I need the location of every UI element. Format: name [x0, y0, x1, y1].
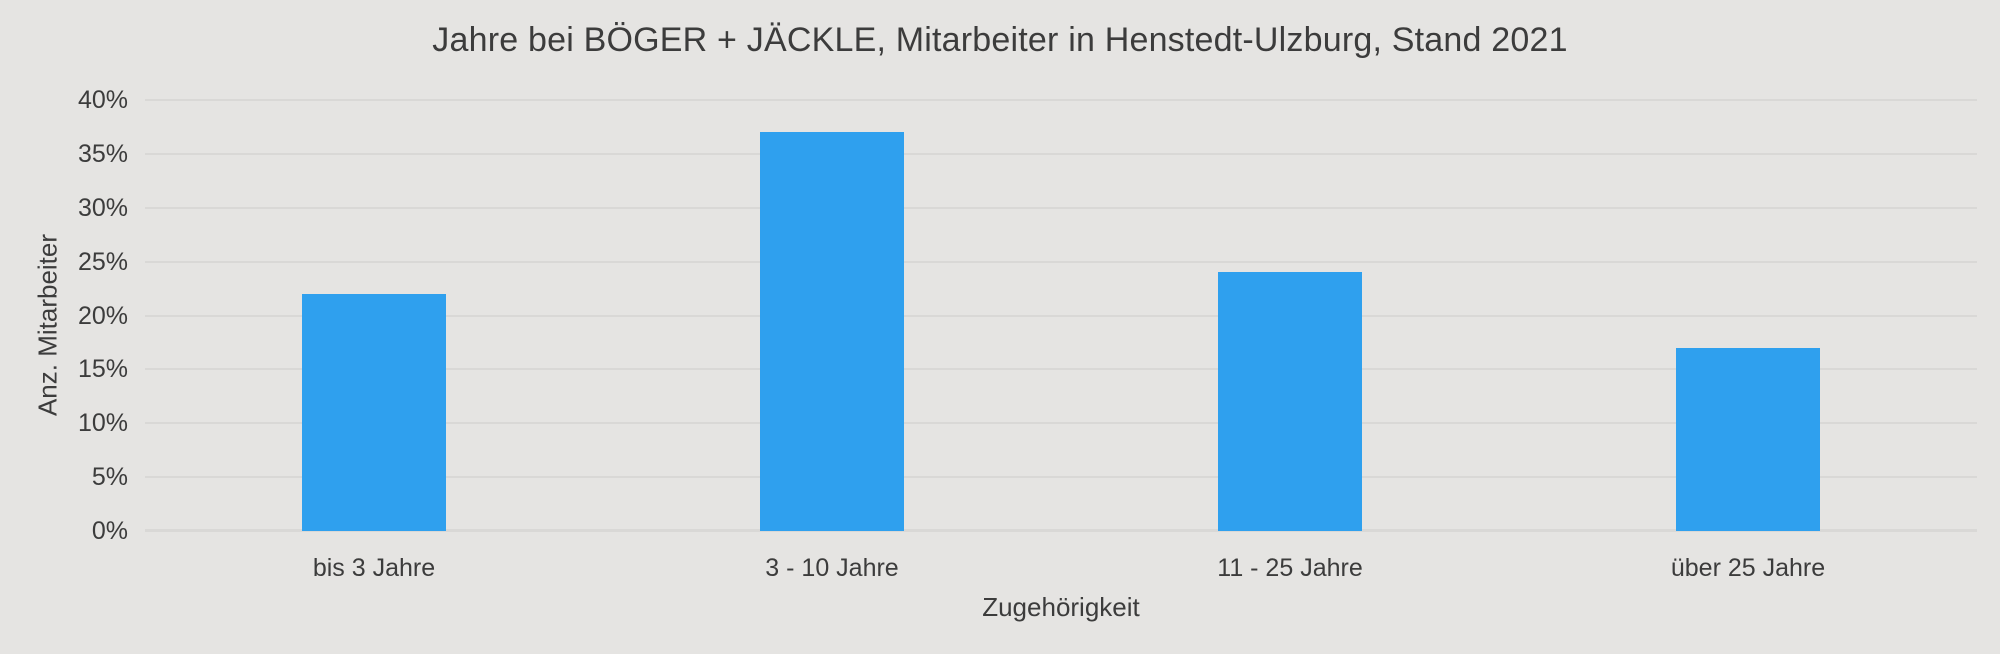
gridline-40 [145, 99, 1977, 101]
y-tick-label-20: 20% [77, 301, 128, 330]
y-tick-label-25: 25% [77, 247, 128, 276]
gridline-20 [145, 314, 1977, 317]
bar-bis-3-jahre [302, 293, 446, 531]
bar-11-25-jahre [1218, 272, 1362, 531]
x-tick-label-11-25-jahre: 11 - 25 Jahre [1217, 554, 1363, 582]
y-tick-label-35: 35% [77, 139, 128, 168]
x-tick-label-bis-3-jahre: bis 3 Jahre [312, 554, 436, 582]
y-axis-tick-labels: 0% 5% 10% 15% 20% 25% 30% 35% 40% [0, 86, 128, 545]
y-tick-label-5: 5% [91, 463, 128, 492]
x-axis-title: Zugehörigkeit [982, 592, 1140, 622]
x-axis-tick-labels: bis 3 Jahre 3 - 10 Jahre 11 - 25 Jahre über… [145, 553, 1977, 583]
y-tick-label-40: 40% [77, 86, 128, 114]
gridline-35 [145, 152, 1977, 155]
x-tick-label-3-10-jahre: 3 - 10 Jahre [765, 554, 899, 582]
bar-ber-25-jahre [1676, 347, 1820, 531]
gridline-5 [145, 476, 1977, 479]
y-tick-label-10: 10% [77, 409, 128, 438]
gridline-15 [145, 368, 1977, 371]
y-tick-label-30: 30% [77, 193, 128, 222]
x-tick-label-ber-25-jahre: über 25 Jahre [1670, 554, 1826, 582]
x-axis-baseline [145, 529, 1977, 532]
y-tick-label-15: 15% [77, 355, 128, 384]
plot-area [145, 99, 1977, 532]
gridline-25 [145, 260, 1977, 263]
gridline-10 [145, 422, 1977, 425]
chart-title: Jahre bei BÖGER + JÄCKLE, Mitarbeiter in… [432, 21, 1568, 59]
gridline-30 [145, 206, 1977, 209]
bar-3-10-jahre [760, 132, 904, 531]
y-tick-label-0: 0% [91, 517, 128, 545]
